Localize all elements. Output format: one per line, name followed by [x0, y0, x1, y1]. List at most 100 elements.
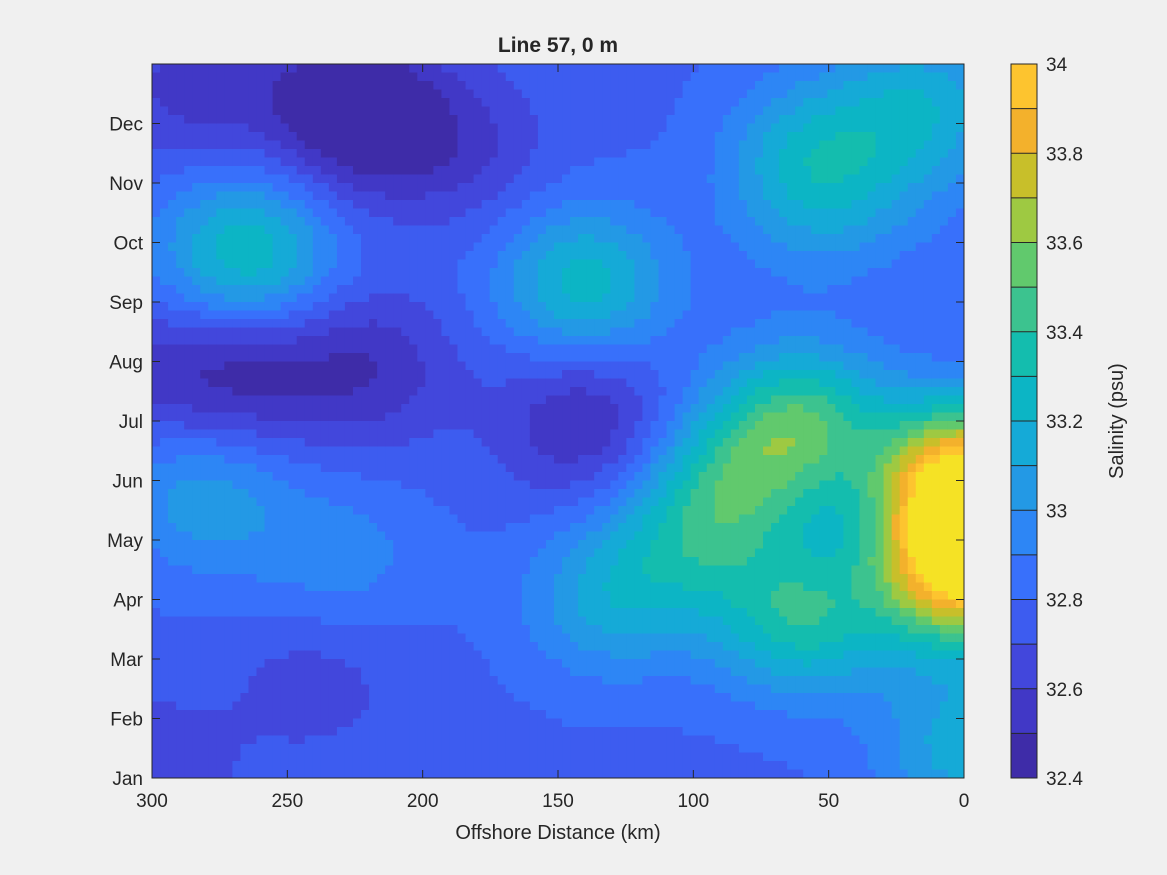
contour-cell: [361, 429, 370, 439]
contour-cell: [690, 276, 700, 286]
contour-cell: [650, 327, 660, 337]
contour-cell: [867, 132, 877, 142]
contour-cell: [192, 344, 201, 354]
contour-cell: [594, 336, 603, 346]
contour-cell: [714, 157, 724, 167]
contour-cell: [441, 378, 451, 388]
contour-cell: [200, 259, 209, 269]
contour-cell: [939, 387, 949, 397]
contour-cell: [513, 455, 523, 465]
contour-cell: [240, 404, 250, 414]
contour-cell: [939, 319, 949, 329]
contour-cell: [706, 115, 716, 125]
contour-cell: [176, 455, 185, 465]
contour-cell: [208, 336, 217, 346]
contour-cell: [352, 149, 362, 159]
contour-cell: [393, 72, 402, 82]
contour-cell: [634, 319, 644, 329]
contour-cell: [586, 115, 595, 125]
contour-cell: [666, 140, 676, 150]
contour-cell: [867, 276, 877, 286]
contour-cell: [192, 234, 201, 244]
contour-cell: [955, 404, 964, 414]
contour-cell: [304, 217, 314, 227]
contour-cell: [152, 327, 161, 337]
contour-cell: [730, 336, 740, 346]
contour-cell: [352, 370, 362, 380]
contour-cell: [240, 353, 250, 363]
contour-cell: [361, 242, 370, 252]
contour-cell: [256, 259, 266, 269]
contour-cell: [377, 327, 386, 337]
contour-cell: [401, 378, 410, 388]
contour-cell: [891, 234, 901, 244]
contour-cell: [586, 174, 595, 184]
contour-cell: [473, 472, 483, 482]
contour-cell: [803, 463, 812, 473]
contour-cell: [666, 395, 676, 405]
contour-cell: [224, 200, 233, 210]
contour-cell: [369, 242, 378, 252]
contour-cell: [320, 200, 330, 210]
contour-cell: [698, 455, 708, 465]
contour-cell: [505, 132, 515, 142]
contour-cell: [497, 98, 507, 108]
contour-cell: [851, 64, 861, 74]
contour-cell: [352, 310, 362, 320]
contour-cell: [939, 123, 949, 133]
contour-cell: [200, 446, 209, 456]
contour-cell: [320, 132, 330, 142]
contour-cell: [385, 378, 394, 388]
contour-cell: [280, 149, 290, 159]
contour-cell: [626, 166, 635, 176]
contour-cell: [513, 225, 523, 235]
contour-cell: [176, 327, 185, 337]
contour-cell: [385, 361, 394, 371]
contour-cell: [441, 251, 451, 261]
contour-cell: [176, 157, 185, 167]
contour-cell: [779, 234, 788, 244]
contour-cell: [152, 225, 161, 235]
contour-cell: [867, 242, 877, 252]
contour-cell: [618, 251, 627, 261]
contour-cell: [819, 310, 828, 320]
contour-cell: [232, 319, 242, 329]
contour-cell: [361, 404, 370, 414]
contour-cell: [642, 344, 652, 354]
contour-cell: [553, 140, 563, 150]
contour-cell: [706, 132, 716, 142]
contour-cell: [827, 421, 836, 431]
contour-cell: [200, 310, 209, 320]
contour-cell: [280, 361, 290, 371]
contour-cell: [481, 446, 491, 456]
contour-cell: [168, 174, 177, 184]
contour-cell: [288, 302, 298, 312]
contour-cell: [955, 251, 964, 261]
contour-cell: [160, 106, 169, 116]
contour-cell: [891, 361, 901, 371]
contour-cell: [529, 438, 539, 448]
contour-cell: [513, 361, 523, 371]
contour-cell: [521, 183, 531, 193]
contour-cell: [296, 200, 306, 210]
contour-cell: [320, 208, 330, 218]
contour-cell: [907, 157, 917, 167]
contour-cell: [521, 429, 531, 439]
contour-cell: [473, 455, 483, 465]
contour-cell: [939, 421, 949, 431]
contour-cell: [369, 310, 378, 320]
contour-cell: [224, 234, 233, 244]
contour-cell: [288, 472, 298, 482]
contour-cell: [626, 276, 635, 286]
contour-cell: [714, 353, 724, 363]
contour-cell: [152, 310, 161, 320]
contour-cell: [650, 234, 660, 244]
contour-cell: [835, 387, 845, 397]
contour-cell: [513, 412, 523, 422]
contour-cell: [521, 149, 531, 159]
contour-cell: [200, 276, 209, 286]
contour-cell: [899, 217, 909, 227]
contour-cell: [449, 293, 459, 303]
contour-cell: [264, 234, 274, 244]
contour-cell: [586, 106, 595, 116]
